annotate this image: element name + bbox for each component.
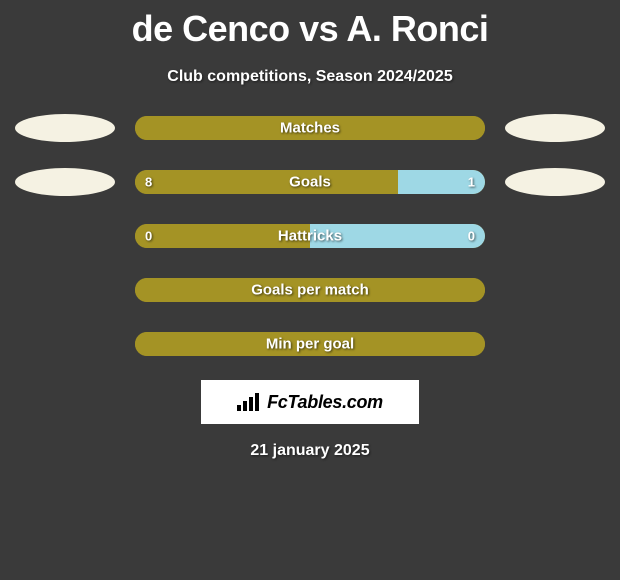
stat-label: Hattricks bbox=[135, 228, 485, 245]
player1-name: de Cenco bbox=[132, 8, 290, 49]
stat-row-hattricks: 00Hattricks bbox=[0, 222, 620, 250]
fctables-logo: FcTables.com bbox=[201, 380, 419, 424]
oval-left bbox=[15, 114, 115, 142]
player2-name: A. Ronci bbox=[346, 8, 488, 49]
stat-row-matches: Matches bbox=[0, 114, 620, 142]
stat-row-goals-per-match: Goals per match bbox=[0, 276, 620, 304]
oval-right bbox=[505, 168, 605, 196]
stat-bar-min-per-goal: Min per goal bbox=[135, 332, 485, 356]
stat-bar-hattricks: 00Hattricks bbox=[135, 224, 485, 248]
stat-row-min-per-goal: Min per goal bbox=[0, 330, 620, 358]
stat-bar-goals-per-match: Goals per match bbox=[135, 278, 485, 302]
stat-bar-goals: 81Goals bbox=[135, 170, 485, 194]
oval-left bbox=[15, 168, 115, 196]
page-title: de Cenco vs A. Ronci bbox=[0, 0, 620, 50]
subtitle: Club competitions, Season 2024/2025 bbox=[0, 68, 620, 86]
bars-icon bbox=[237, 393, 261, 411]
stat-label: Goals bbox=[135, 174, 485, 191]
stat-label: Matches bbox=[135, 120, 485, 137]
stat-row-goals: 81Goals bbox=[0, 168, 620, 196]
logo-text: FcTables.com bbox=[267, 392, 383, 413]
vs-word: vs bbox=[299, 8, 338, 49]
date-line: 21 january 2025 bbox=[0, 442, 620, 460]
stat-bar-matches: Matches bbox=[135, 116, 485, 140]
stat-label: Goals per match bbox=[135, 282, 485, 299]
stat-label: Min per goal bbox=[135, 336, 485, 353]
oval-right bbox=[505, 114, 605, 142]
